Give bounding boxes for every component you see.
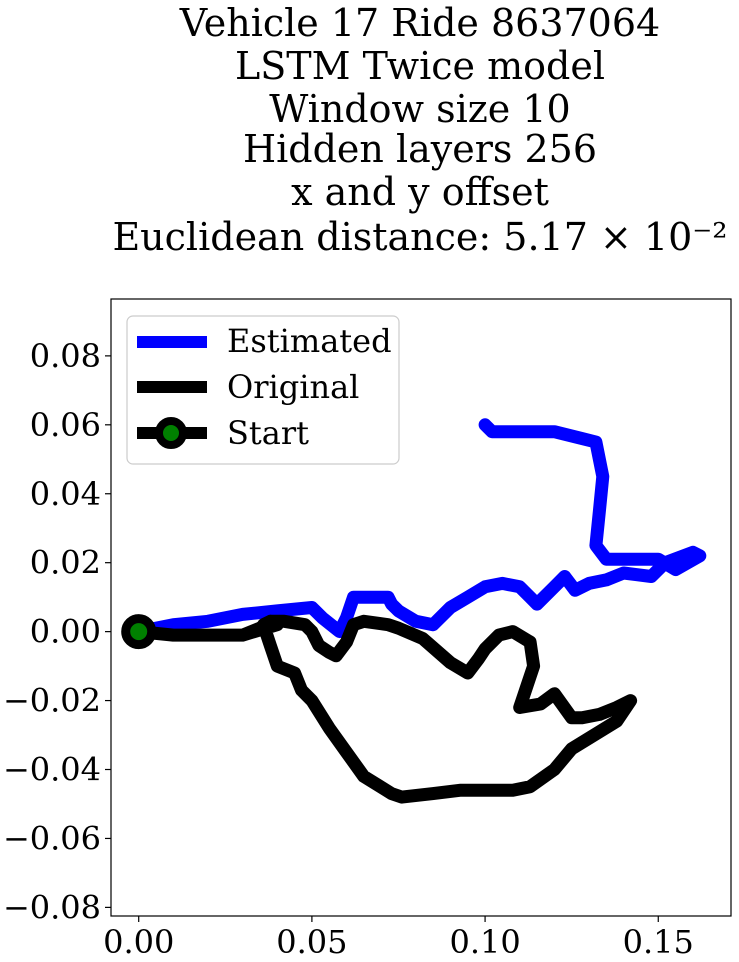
y-tick-label: 0.00: [30, 613, 101, 651]
y-tick-label: −0.02: [3, 682, 101, 720]
y-tick-label: 0.04: [30, 475, 101, 513]
legend-start-marker: [155, 417, 187, 449]
x-tick-label: 0.15: [623, 923, 694, 961]
title-line-hidden: Hidden layers 256: [243, 127, 597, 171]
x-tick-label: 0.05: [276, 923, 347, 961]
chart-title: Vehicle 17 Ride 8637064 LSTM Twice model…: [112, 1, 727, 259]
legend-estimated-label: Estimated: [227, 322, 392, 360]
plot-area: [121, 418, 707, 804]
y-axis: −0.08 −0.06 −0.04 −0.02 0.00 0.02 0.04 0.06 0.08: [3, 337, 111, 926]
title-line-vehicle: Vehicle 17 Ride 8637064: [179, 1, 660, 45]
legend-original-label: Original: [227, 368, 359, 406]
plot-frame: [110, 298, 732, 917]
y-tick-label: 0.06: [30, 406, 101, 444]
series-line-original: [132, 614, 638, 804]
start-marker: [121, 614, 157, 650]
x-tick-label: 0.00: [103, 923, 174, 961]
legend: Estimated Original Start: [126, 315, 400, 465]
legend-start-label: Start: [227, 414, 309, 452]
y-tick-label: −0.08: [3, 888, 101, 926]
y-tick-label: −0.04: [3, 751, 101, 789]
y-tick-label: −0.06: [3, 819, 101, 857]
title-line-model: LSTM Twice model: [235, 44, 605, 88]
title-line-distance: Euclidean distance: 5.17 × 10⁻²: [112, 215, 727, 259]
x-axis: 0.00 0.05 0.10 0.15: [103, 916, 694, 961]
title-line-offset: x and y offset: [291, 170, 549, 214]
y-tick-label: 0.08: [30, 337, 101, 375]
series-line-estimated: [132, 418, 707, 639]
x-tick-label: 0.10: [449, 923, 520, 961]
title-line-window: Window size 10: [269, 87, 570, 131]
y-tick-label: 0.02: [30, 544, 101, 582]
